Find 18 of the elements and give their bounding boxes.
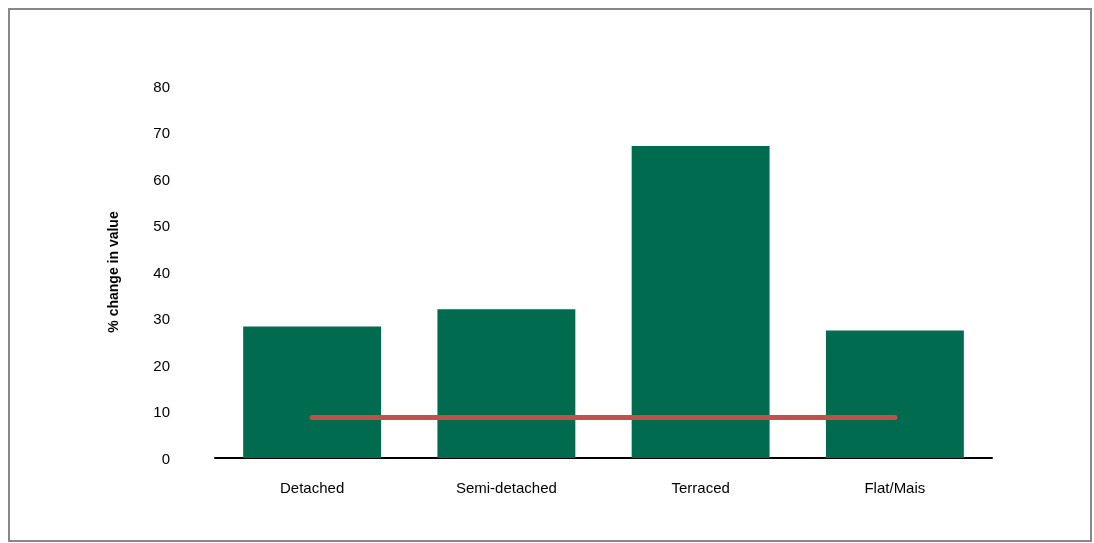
y-tick-label: 10 (153, 403, 170, 420)
x-tick-label: Flat/Mais (864, 479, 926, 496)
bar (437, 309, 576, 458)
x-tick-label: Semi-detached (455, 479, 557, 496)
y-tick-label: 0 (161, 449, 170, 467)
bar (825, 330, 964, 458)
x-tick-label: Detached (280, 479, 345, 496)
y-tick-label: 40 (153, 263, 170, 281)
y-tick-label: 50 (153, 217, 170, 234)
y-axis-title: % change in value (105, 211, 121, 333)
y-tick-label: 60 (153, 170, 170, 188)
y-tick-label: 30 (153, 310, 170, 327)
x-tick-label: Terraced (671, 479, 730, 496)
y-tick-label: 20 (153, 356, 170, 374)
y-tick-label: 70 (153, 124, 170, 141)
bar (243, 326, 382, 458)
bar (631, 145, 770, 458)
y-tick-label: 80 (153, 77, 170, 95)
